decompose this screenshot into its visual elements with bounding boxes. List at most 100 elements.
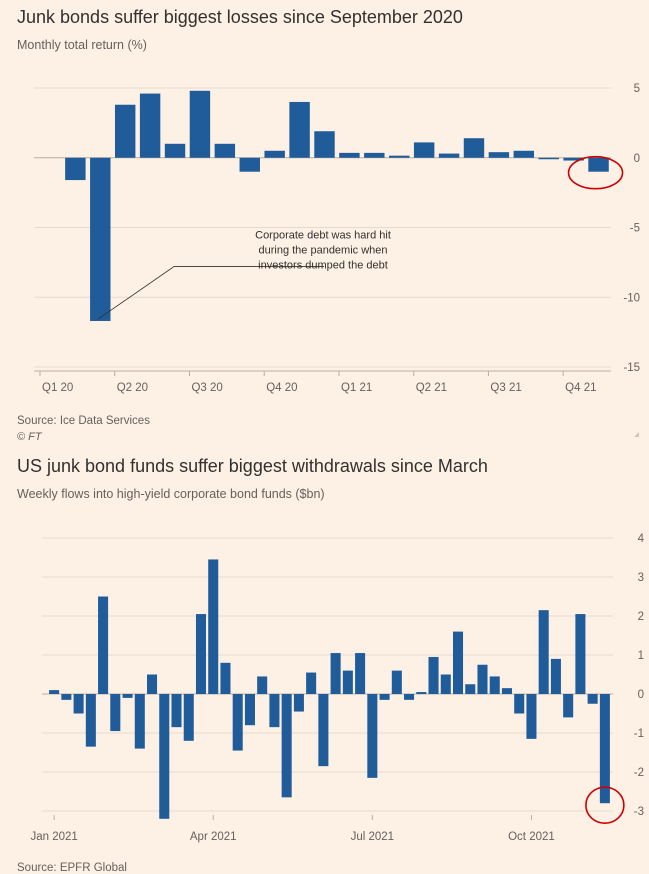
x-tick-label: Q3 20 xyxy=(191,382,222,394)
bar xyxy=(391,670,402,694)
y-tick-label: -2 xyxy=(634,767,644,779)
y-tick-label: -15 xyxy=(623,362,640,374)
bar xyxy=(588,157,609,172)
bar xyxy=(563,694,574,718)
bar xyxy=(364,152,385,158)
bar xyxy=(139,93,161,158)
bar xyxy=(306,672,317,694)
annotation-line: investors dumped the debt xyxy=(258,260,388,272)
bar xyxy=(538,610,549,694)
bar xyxy=(147,674,158,694)
x-tick-label: Jul 2021 xyxy=(351,831,394,843)
bar xyxy=(90,157,111,321)
bar xyxy=(85,694,96,747)
y-tick-label: -10 xyxy=(623,292,640,304)
bar xyxy=(550,658,561,694)
highlight-circle xyxy=(567,155,624,190)
x-tick-label: Q2 21 xyxy=(416,382,447,394)
bar xyxy=(404,694,415,700)
bar xyxy=(214,143,236,158)
chart2-subtitle: Weekly flows into high-yield corporate b… xyxy=(17,487,325,501)
x-tick-label: Jan 2021 xyxy=(30,831,77,843)
ft-logo: © FT xyxy=(17,431,42,443)
x-tick-label: Oct 2021 xyxy=(508,831,555,843)
y-tick-label: 0 xyxy=(638,689,644,701)
bar xyxy=(164,143,186,158)
bar xyxy=(575,614,586,694)
y-tick-label: -5 xyxy=(630,223,640,235)
bar xyxy=(599,694,610,804)
chart1-title: Junk bonds suffer biggest losses since S… xyxy=(17,7,463,27)
x-tick-label: Q2 20 xyxy=(117,382,148,394)
y-tick-label: 3 xyxy=(638,572,644,584)
bar xyxy=(65,157,86,181)
resize-handle-icon[interactable] xyxy=(634,432,639,437)
bar xyxy=(195,614,207,694)
bar xyxy=(289,101,310,158)
y-tick-label: 5 xyxy=(634,83,640,95)
bar xyxy=(465,684,476,694)
annotation-line: during the pandemic when xyxy=(258,245,387,257)
bar xyxy=(355,653,366,694)
bar xyxy=(428,656,439,694)
bar xyxy=(122,694,133,698)
bar xyxy=(514,694,525,714)
bar xyxy=(264,150,285,158)
x-tick-label: Q4 20 xyxy=(266,382,297,394)
bar xyxy=(183,694,194,741)
bar xyxy=(171,694,182,728)
y-tick-label: 0 xyxy=(634,153,640,165)
bar xyxy=(538,157,559,160)
bar xyxy=(452,631,464,694)
bar xyxy=(339,152,360,158)
y-tick-label: -1 xyxy=(634,728,644,740)
bar xyxy=(314,131,335,158)
bar xyxy=(244,694,255,726)
chart2-source: Source: EPFR Global xyxy=(17,862,127,874)
x-tick-label: Q4 21 xyxy=(565,382,596,394)
bar xyxy=(239,157,260,172)
y-tick-label: 2 xyxy=(638,611,644,623)
x-tick-label: Apr 2021 xyxy=(190,831,237,843)
bar xyxy=(489,676,500,694)
bar xyxy=(232,694,243,751)
chart1-plot: 5 0 -5 -10 -15 Q1 20 Q2 20 Q3 20 Q4 20 Q1 21 Q2 21… xyxy=(34,83,640,394)
chart1-source: Source: Ice Data Services xyxy=(17,415,150,427)
bar xyxy=(114,104,136,158)
annotation-line: Corporate debt was hard hit xyxy=(255,230,391,242)
x-tick-label: Q1 21 xyxy=(341,382,372,394)
annotation-text: Corporate debt was hard hit during the pa… xyxy=(255,230,391,272)
chart2-plot: 4 3 2 1 0 -1 -2 -3 Jan 2021 Apr 2021 Jul 2021 Oct 2… xyxy=(30,533,645,843)
bar xyxy=(330,653,341,694)
bar xyxy=(389,155,410,158)
chart2-title: US junk bond funds suffer biggest withdr… xyxy=(17,456,488,476)
highlight-circle xyxy=(585,786,625,825)
bar xyxy=(438,153,460,158)
x-tick-label: Q1 20 xyxy=(42,382,73,394)
bar xyxy=(110,694,121,732)
bar xyxy=(488,152,510,158)
bar xyxy=(440,674,451,694)
bar xyxy=(463,138,485,158)
x-tick-label: Q3 21 xyxy=(490,382,521,394)
bar xyxy=(587,694,598,704)
bar xyxy=(477,664,488,694)
bar xyxy=(513,150,535,158)
bar xyxy=(208,559,219,694)
y-tick-label: 4 xyxy=(638,533,645,545)
bar xyxy=(159,694,170,819)
bar xyxy=(189,90,211,158)
bar xyxy=(220,662,231,694)
bar xyxy=(293,694,304,712)
bar xyxy=(501,688,512,694)
bar xyxy=(257,676,268,694)
bar xyxy=(61,694,72,700)
bar xyxy=(526,694,537,739)
bar xyxy=(563,157,584,161)
y-tick-label: 1 xyxy=(638,650,644,662)
bar xyxy=(342,670,353,694)
bar xyxy=(379,694,390,700)
bar xyxy=(269,694,280,728)
bar xyxy=(416,692,427,694)
bar xyxy=(318,694,329,767)
